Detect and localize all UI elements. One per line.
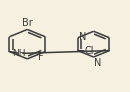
Text: Cl: Cl [85,46,95,56]
Text: N: N [79,32,86,42]
Text: Br: Br [22,18,33,28]
Text: F: F [38,52,44,62]
Text: NH: NH [12,49,26,58]
Text: N: N [94,58,102,68]
